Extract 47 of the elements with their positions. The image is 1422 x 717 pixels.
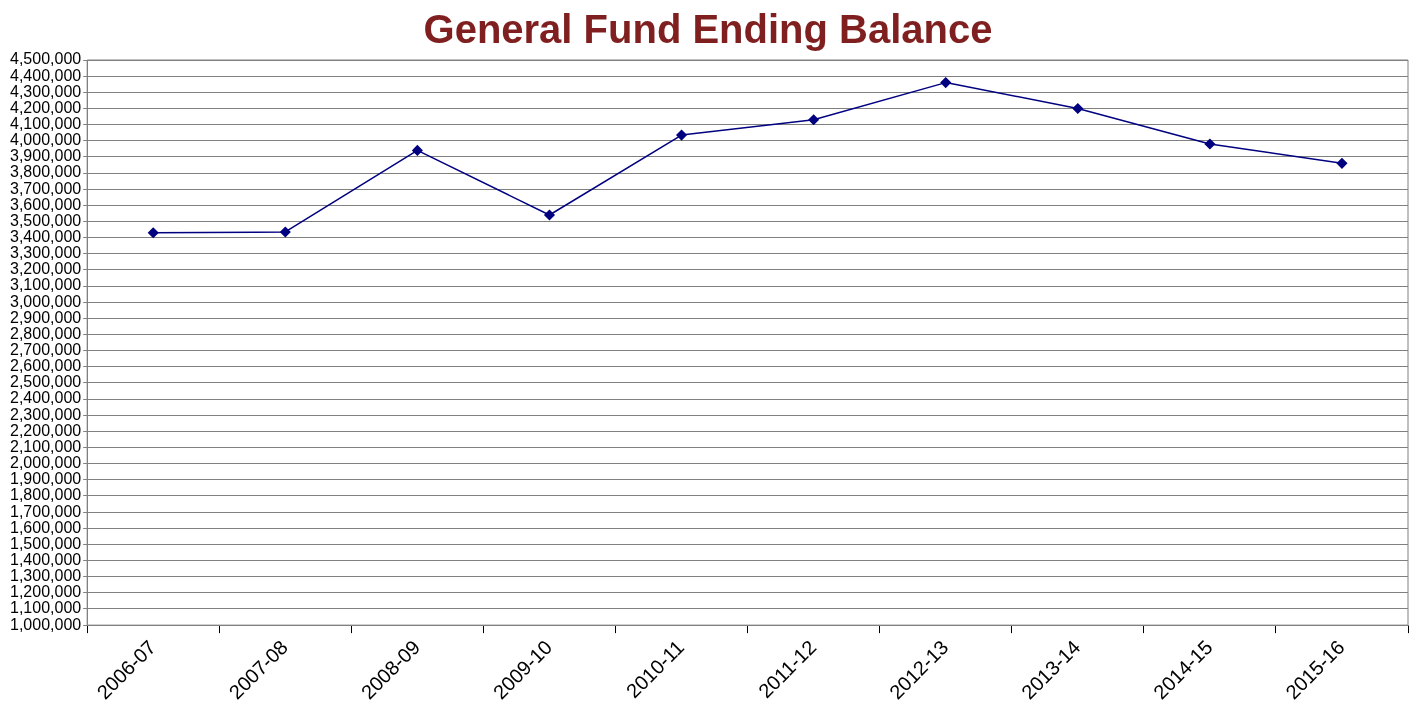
y-tick-label: 2,900,000 bbox=[9, 308, 82, 326]
y-tick-label: 1,900,000 bbox=[9, 470, 82, 488]
y-tick-label: 2,700,000 bbox=[9, 341, 82, 359]
y-tick-label: 3,000,000 bbox=[9, 292, 82, 310]
y-tick-label: 1,300,000 bbox=[9, 567, 82, 585]
y-tick-label: 3,400,000 bbox=[9, 228, 82, 246]
point bbox=[1072, 103, 1084, 114]
y-tick-label: 1,400,000 bbox=[9, 550, 82, 568]
y-tick-label: 3,600,000 bbox=[9, 195, 82, 213]
point bbox=[280, 226, 291, 238]
y-tick-label: 1,600,000 bbox=[9, 518, 82, 536]
y-tick-label: 1,200,000 bbox=[9, 583, 82, 601]
y-tick-label: 4,500,000 bbox=[9, 50, 82, 68]
y-tick-label: 4,000,000 bbox=[9, 131, 82, 149]
y-tick-label: 1,700,000 bbox=[9, 502, 82, 520]
y-tick-label: 2,500,000 bbox=[9, 373, 82, 391]
y-tick-label: 1,800,000 bbox=[9, 486, 82, 504]
y-tick-label: 2,100,000 bbox=[9, 437, 82, 455]
point bbox=[940, 77, 951, 88]
point bbox=[808, 114, 819, 125]
y-tick-label: 4,100,000 bbox=[9, 114, 82, 132]
y-tick-label: 3,500,000 bbox=[9, 211, 82, 229]
y-tick-label: 3,800,000 bbox=[9, 163, 82, 181]
y-tick-label: 2,200,000 bbox=[9, 421, 82, 439]
chart-title: General Fund Ending Balance bbox=[423, 7, 993, 52]
y-tick-label: 4,300,000 bbox=[9, 82, 82, 100]
y-tick-label: 1,000,000 bbox=[9, 615, 82, 633]
y-tick-label: 2,400,000 bbox=[9, 389, 82, 407]
y-tick-label: 4,400,000 bbox=[9, 66, 82, 84]
y-tick-label: 1,500,000 bbox=[9, 534, 82, 552]
y-tick-label: 2,600,000 bbox=[9, 357, 82, 375]
point bbox=[544, 209, 555, 221]
point bbox=[412, 145, 423, 156]
y-tick-label: 2,300,000 bbox=[9, 405, 82, 423]
y-tick-label: 4,200,000 bbox=[9, 98, 82, 116]
y-tick-label: 3,200,000 bbox=[9, 260, 82, 278]
point bbox=[1204, 138, 1216, 150]
y-tick-label: 1,100,000 bbox=[9, 599, 82, 617]
y-tick-label: 3,300,000 bbox=[9, 244, 82, 262]
point bbox=[676, 129, 687, 141]
y-tick-label: 3,700,000 bbox=[9, 179, 82, 197]
y-tick-label: 2,000,000 bbox=[9, 454, 82, 472]
y-tick-label: 2,800,000 bbox=[9, 324, 82, 342]
y-tick-label: 3,900,000 bbox=[9, 147, 82, 165]
y-tick-label: 3,100,000 bbox=[9, 276, 82, 294]
point bbox=[147, 227, 159, 239]
point bbox=[1336, 158, 1348, 169]
